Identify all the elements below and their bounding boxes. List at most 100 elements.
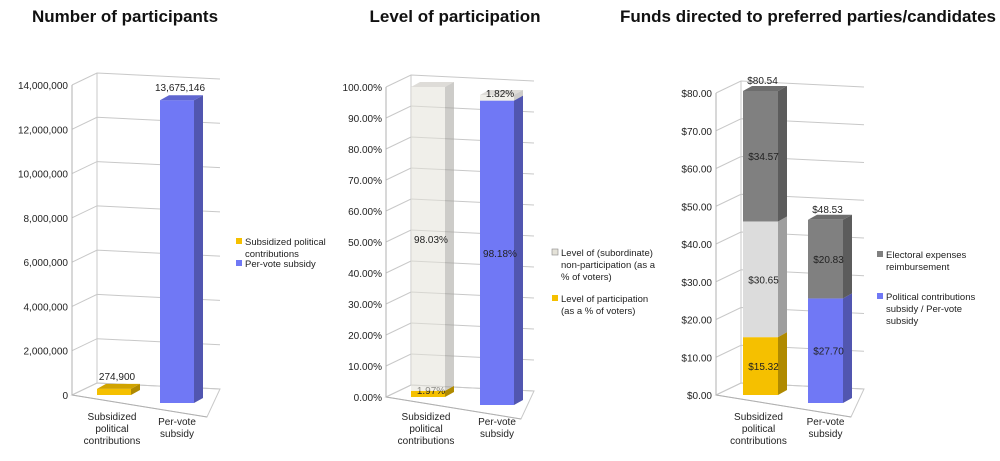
bar-segment-side — [778, 85, 787, 222]
legend-swatch — [552, 295, 558, 301]
y-tick-label: $60.00 — [681, 165, 712, 176]
y-tick-label: 40.00% — [348, 269, 382, 280]
bar-top — [411, 82, 454, 87]
bar-segment-front — [808, 219, 843, 299]
y-tick-label: 90.00% — [348, 114, 382, 125]
bar-segment-side — [514, 90, 523, 101]
y-tick-label: 0 — [62, 391, 68, 402]
y-tick-label: $0.00 — [687, 391, 712, 402]
category-label: political — [95, 424, 128, 435]
y-tick-label: 12,000,000 — [18, 125, 68, 136]
y-tick-label: 6,000,000 — [24, 258, 69, 269]
y-tick-label: $80.00 — [681, 89, 712, 100]
y-tick-label: $50.00 — [681, 202, 712, 213]
gridline — [385, 74, 535, 88]
data-label: 98.03% — [414, 235, 448, 246]
bar-top — [480, 90, 523, 95]
y-tick-label: 60.00% — [348, 207, 382, 218]
bar-segment-front — [411, 390, 445, 397]
data-label: $30.65 — [748, 275, 779, 286]
y-tick-label: 10,000,000 — [18, 170, 68, 181]
chart-title: Funds directed to preferred parties/cand… — [620, 7, 996, 26]
y-tick-label: $40.00 — [681, 240, 712, 251]
bar-segment-side — [514, 95, 523, 405]
y-tick-label: 4,000,000 — [24, 302, 69, 313]
y-tick-label: 10.00% — [348, 362, 382, 373]
y-tick-label: 30.00% — [348, 300, 382, 311]
legend-label: subsidy — [886, 316, 918, 327]
bar-segment-front — [97, 388, 131, 395]
bar-segment-front — [743, 90, 778, 222]
category-label: contributions — [398, 436, 455, 447]
data-label: $27.70 — [813, 347, 844, 358]
category-label: subsidy — [480, 429, 514, 440]
y-tick-label: 0.00% — [354, 393, 382, 404]
legend-swatch — [236, 238, 242, 244]
data-label: $20.83 — [813, 255, 844, 266]
gridline — [715, 118, 865, 132]
category-label: Subsidized — [734, 412, 783, 423]
bar-top — [808, 214, 852, 220]
y-tick-label: 2,000,000 — [24, 347, 69, 358]
chart-title: Level of participation — [370, 7, 541, 26]
bar-segment-front — [808, 298, 843, 403]
data-label: 1.82% — [486, 89, 514, 100]
legend-swatch — [236, 260, 242, 266]
bar-top — [743, 85, 787, 91]
legend-label: % of voters) — [561, 272, 612, 283]
y-tick-label: 14,000,000 — [18, 81, 68, 92]
category-label: political — [742, 424, 775, 435]
bar-segment-front — [411, 87, 445, 391]
category-label: Per-vote — [158, 417, 196, 428]
x-axis — [385, 396, 522, 420]
data-label: 1.97% — [417, 386, 445, 397]
gridline — [715, 155, 865, 169]
legend-swatch — [551, 248, 559, 256]
bar-segment-side — [843, 214, 852, 299]
category-label: subsidy — [809, 429, 843, 440]
legend-swatch — [877, 293, 883, 299]
y-tick-label: 100.00% — [343, 83, 383, 94]
y-tick-label: 8,000,000 — [24, 214, 69, 225]
y-tick-label: 50.00% — [348, 238, 382, 249]
total-label: $80.54 — [747, 76, 778, 87]
y-tick-label: $30.00 — [681, 278, 712, 289]
category-label: political — [409, 424, 442, 435]
category-label: contributions — [84, 436, 141, 447]
bar-segment-side — [778, 332, 787, 395]
x-axis — [715, 394, 852, 418]
category-label: Per-vote — [478, 417, 516, 428]
bar-segment-side — [131, 383, 140, 395]
y-tick-label: $70.00 — [681, 127, 712, 138]
legend-label: subsidy / Per-vote — [886, 304, 962, 315]
legend-label: contributions — [245, 249, 299, 260]
legend-label: Political contributions — [886, 292, 975, 303]
bar-segment-front — [480, 100, 514, 405]
legend-label: Electoral expenses — [886, 250, 967, 261]
category-label: Subsidized — [402, 412, 451, 423]
category-label: contributions — [730, 436, 787, 447]
total-label: $48.53 — [812, 205, 843, 216]
bar-segment-side — [778, 216, 787, 338]
data-label: $15.32 — [748, 362, 779, 373]
y-tick-label: 80.00% — [348, 145, 382, 156]
y-tick-label: 70.00% — [348, 176, 382, 187]
bar-top — [97, 383, 140, 389]
bar-segment-side — [194, 95, 203, 403]
category-label: Per-vote — [807, 417, 845, 428]
chart-title: Number of participants — [32, 7, 218, 26]
y-tick-label: $10.00 — [681, 353, 712, 364]
bar-segment-front — [743, 337, 778, 395]
x-axis — [71, 394, 208, 418]
y-tick-label: 20.00% — [348, 331, 382, 342]
data-label: 274,900 — [99, 372, 136, 383]
legend-label: reimbursement — [886, 262, 950, 273]
gridline — [715, 80, 865, 94]
legend-label: Per-vote subsidy — [245, 259, 316, 270]
legend-swatch — [877, 251, 883, 257]
legend-label: Level of (subordinate) — [561, 248, 653, 259]
data-label: $34.57 — [748, 152, 779, 163]
category-label: subsidy — [160, 429, 194, 440]
